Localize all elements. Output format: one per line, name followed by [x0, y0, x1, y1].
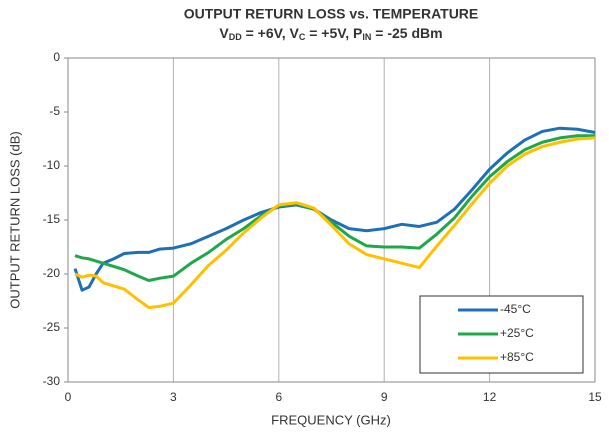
x-tick-label: 12 — [483, 390, 497, 404]
subscript: C — [299, 32, 306, 42]
x-tick-label: 3 — [170, 390, 177, 404]
y-tick-label: -10 — [43, 158, 61, 172]
y-axis-label: OUTPUT RETURN LOSS (dB) — [7, 131, 22, 308]
x-tick-label: 6 — [275, 390, 282, 404]
chart-subtitle: VDD = +6V, VC = +5V, PIN = -25 dBm — [219, 25, 442, 43]
series-line — [74, 134, 595, 282]
x-tick-label: 9 — [381, 390, 388, 404]
series-line — [74, 136, 596, 309]
plot-frame — [67, 57, 596, 383]
chart-title: OUTPUT RETURN LOSS vs. TEMPERATURE — [184, 6, 479, 22]
subtitle-part: = +6V, V — [242, 25, 300, 41]
subtitle-part: = -25 dBm — [371, 25, 442, 41]
y-tick-label: -25 — [43, 320, 61, 334]
y-tick-label: -20 — [43, 266, 61, 280]
x-axis-label: FREQUENCY (GHz) — [271, 412, 391, 427]
legend-label: +85°C — [500, 350, 534, 364]
legend-label: +25°C — [500, 326, 534, 340]
series-line — [73, 126, 596, 292]
y-tick-label: 0 — [53, 50, 60, 64]
x-tick-label: 0 — [65, 390, 72, 404]
subtitle-part: V — [219, 25, 229, 41]
subscript: DD — [229, 32, 242, 42]
subtitle-part: = +5V, P — [305, 25, 362, 41]
y-tick-label: -15 — [43, 212, 61, 226]
subscript: IN — [362, 32, 371, 42]
y-tick-label: -30 — [43, 374, 61, 388]
x-tick-label: 15 — [588, 390, 602, 404]
y-tick-label: -5 — [49, 104, 60, 118]
legend-box — [419, 295, 584, 374]
legend-label: -45°C — [500, 302, 531, 316]
